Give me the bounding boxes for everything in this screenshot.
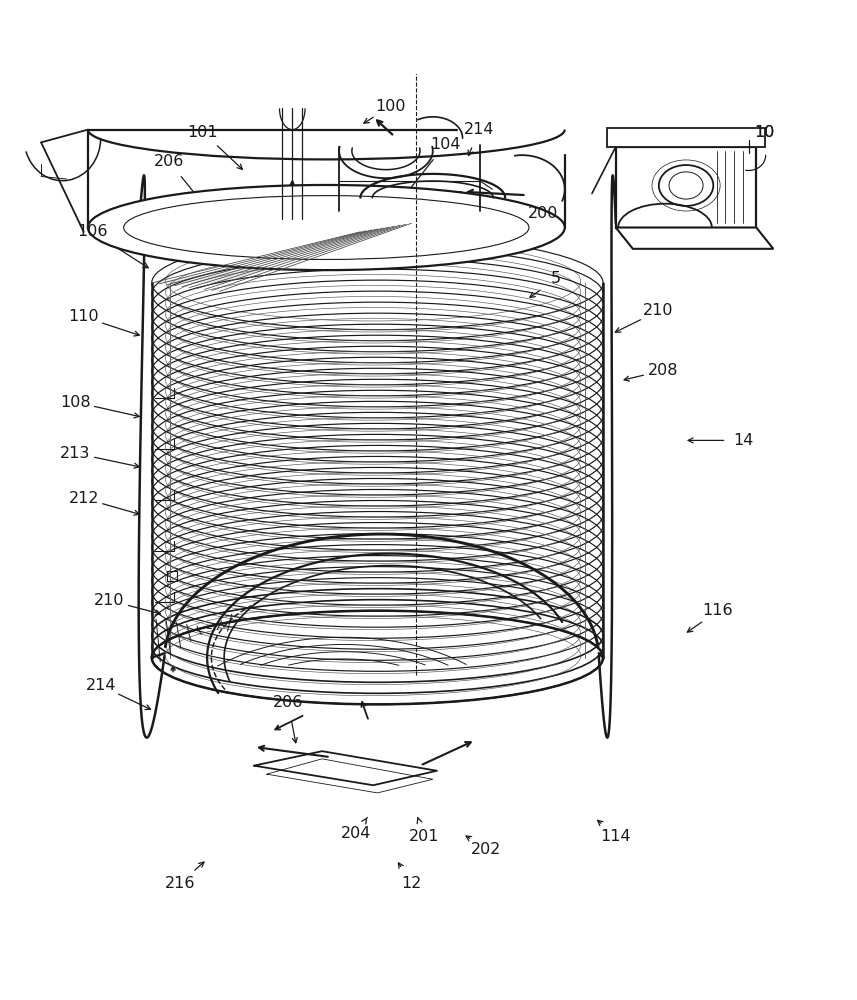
Polygon shape: [608, 128, 764, 147]
Text: 214: 214: [464, 122, 494, 137]
Text: 212: 212: [69, 491, 99, 506]
Text: 214: 214: [86, 678, 116, 693]
Text: 202: 202: [471, 842, 501, 857]
Polygon shape: [616, 228, 773, 249]
Text: 14: 14: [734, 433, 753, 448]
Text: 213: 213: [60, 446, 90, 461]
Text: 210: 210: [643, 303, 674, 318]
Text: 108: 108: [60, 395, 91, 410]
Text: 5: 5: [551, 271, 561, 286]
Text: 10: 10: [755, 125, 775, 140]
Text: 116: 116: [703, 603, 734, 618]
Ellipse shape: [88, 185, 565, 270]
Ellipse shape: [659, 165, 713, 206]
Text: 106: 106: [77, 224, 107, 239]
Ellipse shape: [669, 172, 703, 199]
Text: 216: 216: [165, 876, 195, 891]
Polygon shape: [616, 147, 757, 228]
Text: 100: 100: [375, 99, 405, 114]
Text: 12: 12: [401, 876, 422, 891]
Polygon shape: [152, 228, 428, 283]
Text: 104: 104: [430, 137, 461, 152]
Text: 206: 206: [153, 154, 184, 169]
Text: 10: 10: [755, 125, 775, 140]
Text: 204: 204: [341, 826, 371, 841]
Text: 201: 201: [409, 829, 440, 844]
Text: 200: 200: [528, 206, 559, 221]
Text: 110: 110: [69, 309, 99, 324]
Text: 101: 101: [188, 125, 219, 140]
Text: 114: 114: [601, 829, 631, 844]
Text: 206: 206: [273, 695, 303, 710]
Text: 210: 210: [94, 593, 124, 608]
Text: 208: 208: [647, 363, 678, 378]
